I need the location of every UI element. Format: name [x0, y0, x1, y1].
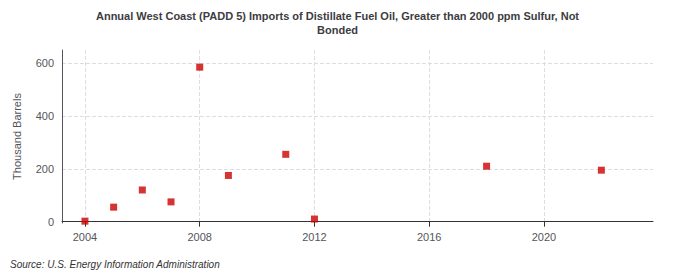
svg-text:Bonded: Bonded	[317, 24, 358, 36]
svg-text:2012: 2012	[302, 231, 326, 243]
svg-text:2016: 2016	[417, 231, 441, 243]
svg-text:Thousand Barrels: Thousand Barrels	[11, 93, 23, 180]
svg-text:2004: 2004	[73, 231, 97, 243]
svg-text:Annual West Coast (PADD 5) Imp: Annual West Coast (PADD 5) Imports of Di…	[96, 10, 579, 22]
svg-text:200: 200	[36, 163, 54, 175]
svg-text:2020: 2020	[532, 231, 556, 243]
svg-text:0: 0	[48, 216, 54, 228]
svg-text:2008: 2008	[187, 231, 211, 243]
svg-text:400: 400	[36, 110, 54, 122]
svg-text:600: 600	[36, 57, 54, 69]
svg-text:Source: U.S. Energy Informatio: Source: U.S. Energy Information Administ…	[10, 259, 220, 270]
